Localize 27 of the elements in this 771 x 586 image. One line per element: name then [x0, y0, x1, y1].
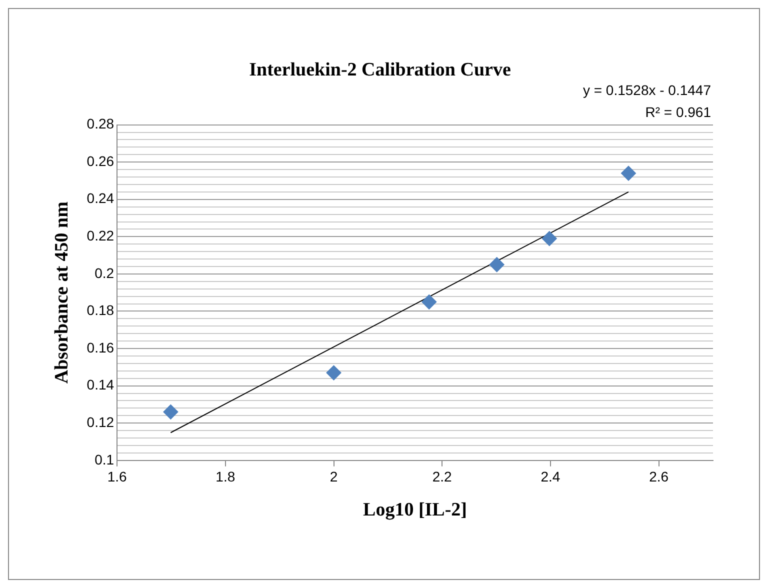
y-axis-title: Absorbance at 450 nm: [51, 201, 72, 384]
point: [326, 365, 342, 380]
y-tick-label: 0.12: [86, 414, 114, 430]
x-tick-label: 2.2: [432, 468, 452, 485]
point: [542, 231, 557, 246]
y-tick-label: 0.26: [86, 152, 114, 169]
text: y = 0.1528x - 0.1447: [582, 82, 712, 98]
chart-title: Interluekin-2 Calibration Curve: [249, 59, 511, 80]
y-tick-label: 0.2: [94, 264, 114, 281]
x-tick-label: 2.6: [649, 468, 669, 485]
y-tick-label: 0.14: [86, 376, 114, 393]
y-tick-label: 0.24: [86, 190, 114, 206]
point: [422, 294, 437, 310]
point: [620, 166, 636, 181]
y-tick-label: 0.1: [94, 451, 114, 468]
x-tick-label: 1.8: [216, 468, 236, 485]
y-tick-label: 0.18: [86, 302, 114, 318]
x-tick-label: 2: [330, 468, 338, 485]
x-tick-label: 2.4: [540, 468, 560, 485]
y-tick-label: 0.28: [86, 116, 114, 132]
point: [489, 257, 504, 272]
x-tick-label: 1.6: [107, 468, 127, 485]
x-axis-title: Log10 [IL-2]: [363, 500, 468, 521]
y-tick-label: 0.22: [86, 228, 114, 244]
y-tick-label: 0.16: [86, 339, 114, 356]
text: R² = 0.961: [645, 104, 712, 120]
point: [163, 404, 178, 420]
